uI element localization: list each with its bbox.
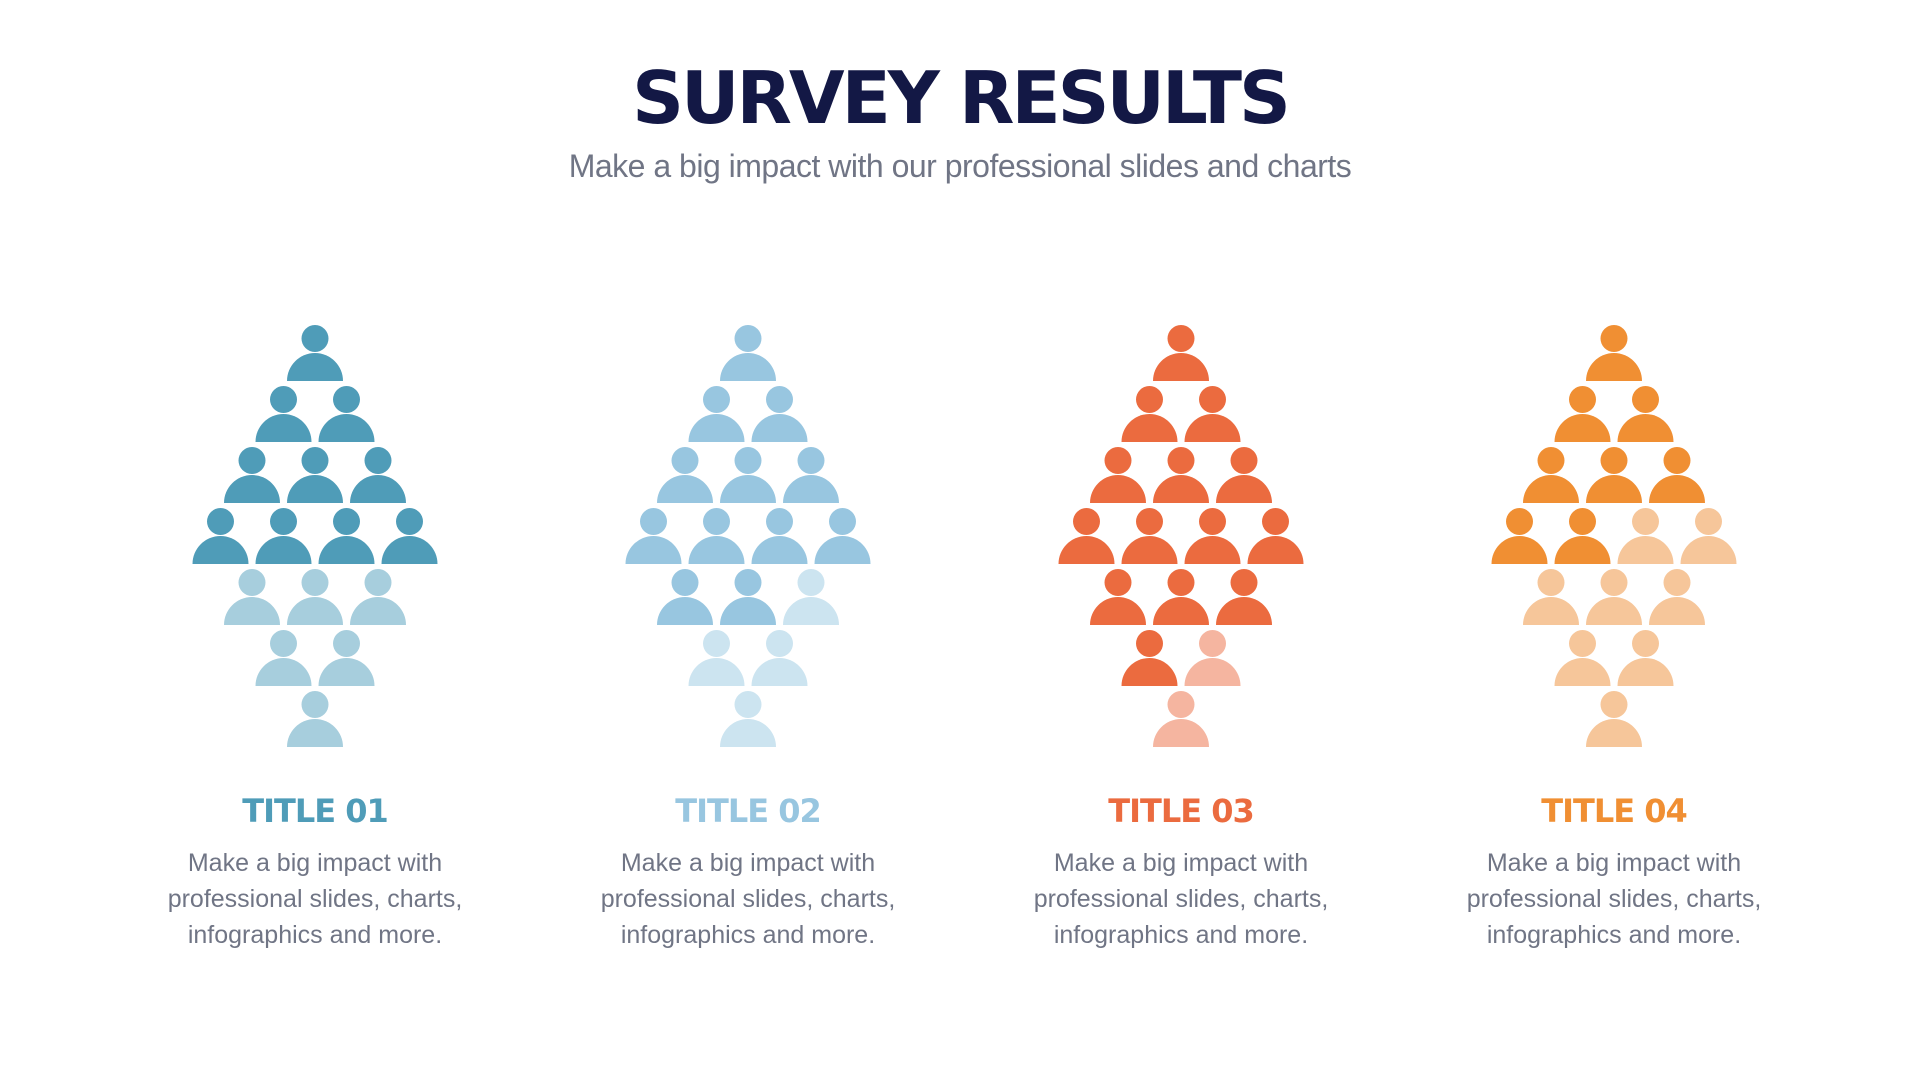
column-title-3: TITLE 03 <box>1108 792 1254 830</box>
person-icon <box>1617 386 1674 442</box>
person-icon <box>1554 386 1611 442</box>
survey-column-2: TITLE 02 Make a big impact with professi… <box>568 320 928 953</box>
person-icon <box>688 386 745 442</box>
person-icon <box>814 508 871 564</box>
person-icon <box>1617 630 1674 686</box>
person-icon <box>1523 569 1579 625</box>
person-icon <box>287 691 343 747</box>
column-description-4: Make a big impact with professional slid… <box>1466 849 1762 949</box>
survey-column-4: TITLE 04 Make a big impact with professi… <box>1434 320 1794 953</box>
person-icon <box>688 630 745 686</box>
person-icon <box>1184 508 1241 564</box>
person-icon <box>751 630 808 686</box>
survey-column-1: TITLE 01 Make a big impact with professi… <box>135 320 495 953</box>
column-description-3: Make a big impact with professional slid… <box>1033 849 1329 949</box>
person-icon <box>1153 691 1209 747</box>
person-icon <box>255 386 312 442</box>
person-icon <box>1121 386 1178 442</box>
person-icon <box>1184 386 1241 442</box>
person-icon <box>1617 508 1674 564</box>
person-icon <box>1554 508 1611 564</box>
person-icon <box>287 325 343 381</box>
person-icon <box>381 508 438 564</box>
person-icon <box>1216 569 1272 625</box>
people-pictogram-4 <box>1491 325 1737 747</box>
person-icon <box>287 447 343 503</box>
person-icon <box>1649 447 1705 503</box>
person-icon <box>783 569 839 625</box>
person-icon <box>1121 630 1178 686</box>
column-title-2: TITLE 02 <box>675 792 821 830</box>
person-icon <box>751 508 808 564</box>
person-icon <box>720 447 776 503</box>
person-icon <box>1247 508 1304 564</box>
person-icon <box>625 508 682 564</box>
page-title: SURVEY RESULTS <box>632 56 1291 140</box>
person-icon <box>1586 569 1642 625</box>
person-icon <box>720 569 776 625</box>
people-pictogram-3 <box>1058 325 1304 747</box>
person-icon <box>224 447 280 503</box>
person-icon <box>1586 447 1642 503</box>
person-icon <box>1586 325 1642 381</box>
person-icon <box>1649 569 1705 625</box>
person-icon <box>1586 691 1642 747</box>
page-subtitle: Make a big impact with our professional … <box>568 148 1352 184</box>
person-icon <box>1216 447 1272 503</box>
person-icon <box>318 508 375 564</box>
person-icon <box>1554 630 1611 686</box>
person-icon <box>1090 447 1146 503</box>
person-icon <box>318 386 375 442</box>
person-icon <box>657 569 713 625</box>
people-pictogram-2 <box>625 325 871 747</box>
person-icon <box>255 630 312 686</box>
column-title-4: TITLE 04 <box>1541 792 1687 830</box>
person-icon <box>751 386 808 442</box>
column-description-1: Make a big impact with professional slid… <box>167 849 463 949</box>
person-icon <box>720 325 776 381</box>
column-description-2: Make a big impact with professional slid… <box>600 849 896 949</box>
person-icon <box>657 447 713 503</box>
person-icon <box>1153 569 1209 625</box>
person-icon <box>318 630 375 686</box>
person-icon <box>783 447 839 503</box>
person-icon <box>1184 630 1241 686</box>
people-pictogram-1 <box>192 325 438 747</box>
person-icon <box>1090 569 1146 625</box>
person-icon <box>1491 508 1548 564</box>
person-icon <box>1680 508 1737 564</box>
person-icon <box>192 508 249 564</box>
person-icon <box>1058 508 1115 564</box>
person-icon <box>350 569 406 625</box>
person-icon <box>287 569 343 625</box>
person-icon <box>688 508 745 564</box>
survey-column-3: TITLE 03 Make a big impact with professi… <box>1001 320 1361 953</box>
person-icon <box>720 691 776 747</box>
person-icon <box>1153 447 1209 503</box>
column-title-1: TITLE 01 <box>242 792 388 830</box>
person-icon <box>1153 325 1209 381</box>
person-icon <box>1121 508 1178 564</box>
person-icon <box>224 569 280 625</box>
person-icon <box>350 447 406 503</box>
person-icon <box>1523 447 1579 503</box>
person-icon <box>255 508 312 564</box>
